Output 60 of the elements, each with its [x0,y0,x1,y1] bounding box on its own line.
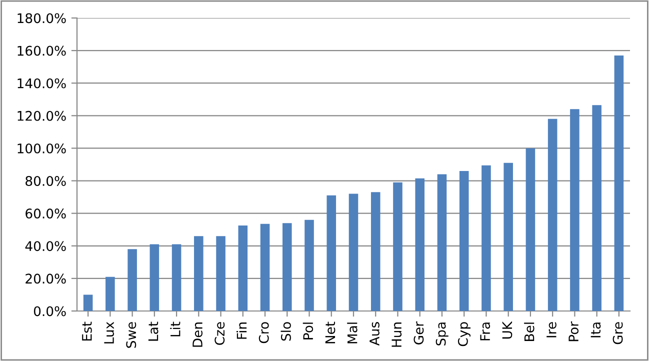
y-tick-label: 0.0% [34,306,66,316]
bar [304,220,314,311]
bar [592,105,602,311]
bar [348,194,358,311]
bar [437,174,447,311]
bar [415,178,425,311]
x-tick-label: Lux [104,322,114,344]
y-tick-label: 60.0% [26,208,66,219]
y-tick-label: 180.0% [18,13,66,24]
x-tick-label: Fra [480,322,490,340]
bar [128,249,137,311]
x-tick-label: Bel [524,322,534,341]
bar [570,109,580,311]
x-tick-label: Fin [236,322,247,339]
bar [504,162,513,311]
x-tick-label: Aus [370,322,380,346]
bar [526,148,536,311]
y-tick-label: 100.0% [18,143,66,154]
x-tick-label: Hun [392,322,402,347]
x-tick-label: Ire [546,322,556,338]
bar [548,118,558,311]
x-tick-label: Net [325,322,336,344]
y-tick-label: 160.0% [18,46,66,56]
x-tick-label: Por [568,321,579,342]
x-tick-label: Lit [170,322,180,336]
x-tick-label: Spa [436,322,448,346]
bar [83,294,93,311]
bar [106,276,115,311]
x-tick-label: Cro [258,322,269,344]
x-tick-label: Lat [148,322,158,341]
y-tick-label: 80.0% [26,176,66,186]
x-tick-label: Den [192,322,202,347]
x-tick-label: Pol [302,322,314,340]
x-tick-label: Cyp [458,322,470,346]
bar [238,226,248,311]
bar [393,182,402,311]
y-tick-label: 40.0% [25,241,66,252]
bar [370,192,380,311]
x-tick-label: Mal [347,322,358,344]
x-tick-label: Ger [414,321,424,344]
bar [459,171,469,311]
bar [482,165,491,311]
bar [326,195,336,311]
y-tick-label: 120.0% [18,110,66,121]
x-tick-label: Gre [612,322,623,344]
x-tick-label: Cze [214,322,225,345]
x-tick-label: Ita [590,322,601,338]
y-tick-label: 140.0% [18,78,66,88]
x-tick-label: Slo [280,322,291,341]
x-tick-label: Swe [126,322,136,348]
bar [614,55,624,311]
y-tick-label: 20.0% [26,274,66,284]
bar [282,223,292,311]
x-tick-label: Est [82,322,92,341]
bar [194,236,204,311]
bar [172,244,182,311]
bar [216,236,226,311]
bar [260,224,270,311]
x-tick-label: UK [502,321,512,339]
bar [150,244,160,311]
